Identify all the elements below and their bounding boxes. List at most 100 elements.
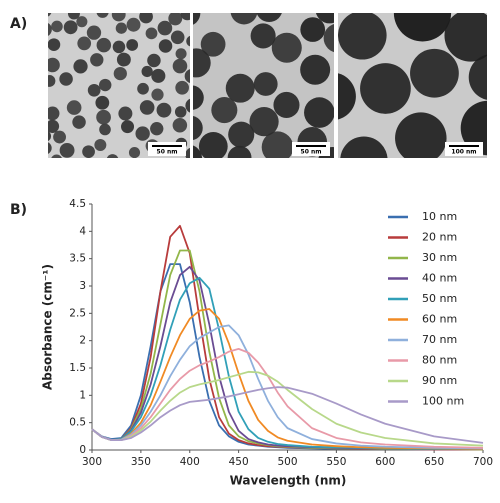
tem-images: 50 nm 50 nm 100 nm [48,13,487,158]
x-tick-label: 700 [473,456,493,468]
particle [338,13,387,60]
particle [87,83,101,97]
legend-label: 90 nm [422,374,457,387]
legend-label: 80 nm [422,354,457,367]
particle [126,17,141,32]
legend-label: 50 nm [422,292,457,305]
particle [51,154,62,158]
particle [139,100,155,115]
particle [90,53,104,67]
particle [118,106,133,121]
scale-bar-label: 50 nm [157,149,178,156]
x-tick-label: 350 [131,456,151,468]
particle [147,53,161,68]
particle [180,13,190,21]
series-line [91,386,484,444]
particle [193,13,201,25]
particle [395,112,447,158]
legend-label: 20 nm [422,231,457,244]
y-tick-label: 3 [79,280,86,292]
particle [86,25,102,40]
particle [96,109,111,125]
particle [256,13,282,22]
particle [193,115,203,141]
x-tick-label: 650 [424,456,444,468]
particle [250,23,276,49]
particle [228,121,255,148]
y-tick-label: 0 [79,444,86,456]
particle [51,20,63,33]
x-tick-label: 500 [277,456,297,468]
chart: 0 0.5 1 1.5 2 2.5 3 3.5 4 4.5 300 350 400 450 500 550 60… [69,198,493,468]
particle [48,119,60,133]
particle [99,78,112,92]
particle [111,13,126,22]
particle [174,106,187,118]
y-tick-label: 4.5 [69,198,86,210]
particle [48,22,52,36]
particle [77,36,92,51]
particle [157,20,173,36]
scale-bar [296,145,326,147]
particle [200,31,226,57]
particle [112,40,126,54]
x-tick-label: 450 [229,456,249,468]
scale-bar [152,145,182,147]
particle [175,48,187,60]
particle [53,130,66,144]
particle [141,65,153,78]
y-tick-label: 1 [79,389,86,401]
legend-label: 40 nm [422,272,457,285]
particle [225,73,255,103]
particle [48,131,52,142]
particle [249,107,279,137]
particle [271,32,302,63]
particle [193,145,203,158]
particle [300,17,326,42]
particle [121,120,135,134]
particle [211,97,238,124]
particle [151,88,164,101]
particle [253,72,278,96]
particle [158,39,173,53]
particle [116,52,131,67]
particle [82,145,95,158]
particle [460,100,487,156]
particle [468,54,487,100]
particle [139,13,153,24]
particle [95,95,110,110]
legend-label: 70 nm [422,333,457,346]
particle [338,73,356,120]
particle [48,38,61,51]
series-line [91,370,484,447]
particle [128,147,141,158]
legend-label: 60 nm [422,313,457,326]
particle [48,142,52,154]
particle [273,91,300,119]
legend-label: 100 nm [422,395,464,408]
particle [96,37,112,53]
particle [323,23,334,53]
particle [184,69,190,84]
y-tick-label: 3.5 [69,253,86,265]
x-tick-label: 400 [180,456,200,468]
scale-bar-label: 100 nm [451,149,476,156]
particle [63,20,78,35]
particle [106,154,119,158]
particle [59,142,75,158]
particle [99,123,111,136]
tem-image: 50 nm [48,13,190,158]
x-axis-title: Wavelength (nm) [230,474,347,488]
tem-image: 50 nm [193,13,334,158]
scale-bar [449,145,479,147]
particle [193,85,204,110]
y-tick-label: 2.5 [69,307,86,319]
series-line [91,276,483,450]
particle [304,97,334,128]
particle [48,13,52,17]
particle [193,48,211,78]
particle [48,75,56,87]
series-line [91,324,484,450]
x-tick-label: 550 [326,456,346,468]
